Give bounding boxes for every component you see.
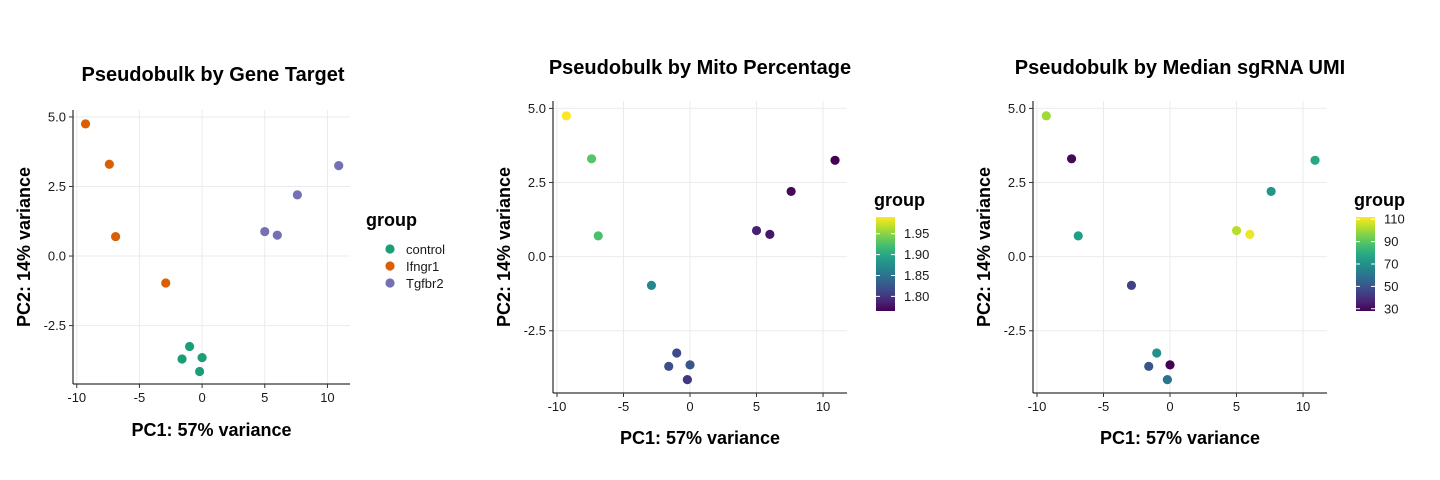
y-tick-label: -2.5	[524, 323, 546, 338]
colorbar-label: 1.80	[904, 289, 929, 304]
legend: group 30 50 70 90 110	[1354, 190, 1405, 316]
colorbar	[876, 217, 895, 311]
data-point	[1162, 375, 1172, 385]
data-point	[334, 161, 344, 171]
data-point	[765, 229, 775, 240]
legend-label: control	[406, 242, 445, 257]
x-tick-label: 5	[261, 390, 268, 405]
legend-title: group	[874, 190, 925, 210]
colorbar-label: 110	[1384, 212, 1405, 227]
data-point	[1126, 280, 1137, 290]
x-tick-label: 10	[816, 399, 830, 414]
data-point	[830, 155, 840, 165]
data-point	[646, 280, 657, 290]
x-tick-label: 0	[1166, 399, 1173, 414]
y-tick-label: 0.0	[1008, 249, 1026, 264]
chart-panel-1: Pseudobulk by Gene Target -10 -5 0 5 10 -2.5 0.…	[14, 64, 445, 440]
y-tick-label: 5.0	[1008, 101, 1026, 116]
data-point	[80, 119, 91, 129]
y-tick-label: -2.5	[44, 318, 66, 333]
chart-title: Pseudobulk by Gene Target	[81, 64, 344, 86]
legend-title: group	[1354, 190, 1405, 210]
data-point	[1165, 360, 1175, 370]
legend-label: Tgfbr2	[406, 276, 444, 291]
data-point	[1266, 186, 1276, 197]
colorbar-label: 70	[1384, 257, 1398, 272]
x-tick-label: -5	[1098, 399, 1110, 414]
data-point	[1245, 229, 1255, 240]
legend: group control Ifngr1 Tgfbr2	[366, 210, 445, 291]
legend-key	[385, 278, 395, 288]
x-tick-label: -10	[1028, 399, 1047, 414]
x-axis-title: PC1: 57% variance	[1100, 428, 1260, 448]
data-point	[197, 352, 207, 363]
y-axis-title: PC2: 14% variance	[974, 167, 994, 327]
chart-title: Pseudobulk by Median sgRNA UMI	[1015, 57, 1345, 79]
legend-key	[385, 261, 395, 271]
data-point	[685, 360, 695, 370]
data-point	[786, 186, 796, 197]
data-point	[161, 278, 171, 288]
data-point	[586, 154, 597, 164]
chart-panel-3: Pseudobulk by Median sgRNA UMI -10 -5 0 5 10 -…	[974, 57, 1405, 448]
data-point	[664, 361, 674, 371]
y-tick-label: 2.5	[528, 175, 546, 190]
x-tick-label: 5	[1233, 399, 1240, 414]
data-point	[194, 366, 205, 377]
data-point	[1310, 155, 1320, 165]
y-tick-label: -2.5	[1004, 323, 1026, 338]
x-tick-label: -5	[618, 399, 630, 414]
colorbar	[1356, 217, 1375, 311]
data-point	[593, 231, 603, 241]
x-tick-label: -10	[67, 390, 86, 405]
colorbar-label: 1.95	[904, 226, 929, 241]
x-tick-label: 5	[753, 399, 760, 414]
data-point	[1066, 154, 1077, 164]
data-point	[1144, 361, 1154, 371]
data-point	[184, 341, 195, 352]
x-tick-label: 10	[320, 390, 334, 405]
x-tick-label: -10	[548, 399, 567, 414]
colorbar-label: 50	[1384, 279, 1398, 294]
legend-title: group	[366, 210, 417, 230]
legend: group 1.80 1.85 1.90 1.95	[874, 190, 929, 311]
legend-key	[385, 244, 395, 254]
colorbar-label: 30	[1384, 301, 1398, 316]
data-point	[1073, 231, 1083, 241]
y-axis-title: PC2: 14% variance	[14, 167, 34, 327]
y-axis-title: PC2: 14% variance	[494, 167, 514, 327]
chart-panel-2: Pseudobulk by Mito Percentage -10 -5 0 5 10 -2…	[494, 57, 929, 448]
data-point	[561, 111, 571, 121]
y-tick-label: 2.5	[1008, 175, 1026, 190]
y-tick-label: 0.0	[528, 249, 546, 264]
data-point	[260, 226, 270, 237]
data-point	[104, 159, 114, 169]
y-tick-label: 5.0	[528, 101, 546, 116]
data-point	[1231, 225, 1242, 236]
data-point	[1152, 348, 1162, 358]
x-tick-label: -5	[134, 390, 146, 405]
y-tick-label: 0.0	[48, 249, 66, 264]
legend-label: Ifngr1	[406, 259, 439, 274]
x-tick-label: 0	[686, 399, 693, 414]
data-point	[272, 230, 282, 240]
x-tick-label: 0	[198, 390, 205, 405]
x-tick-label: 10	[1296, 399, 1310, 414]
chart-title: Pseudobulk by Mito Percentage	[549, 57, 851, 79]
x-axis-title: PC1: 57% variance	[131, 420, 291, 440]
data-point	[751, 225, 762, 236]
data-point	[1041, 111, 1051, 121]
data-point	[682, 375, 692, 385]
data-point	[672, 348, 682, 358]
colorbar-label: 90	[1384, 234, 1398, 249]
y-tick-label: 2.5	[48, 179, 66, 194]
data-point	[111, 231, 121, 242]
colorbar-label: 1.85	[904, 268, 929, 283]
colorbar-label: 1.90	[904, 247, 929, 262]
x-axis-title: PC1: 57% variance	[620, 428, 780, 448]
y-tick-label: 5.0	[48, 109, 66, 124]
data-point	[177, 354, 187, 364]
data-point	[292, 190, 302, 200]
